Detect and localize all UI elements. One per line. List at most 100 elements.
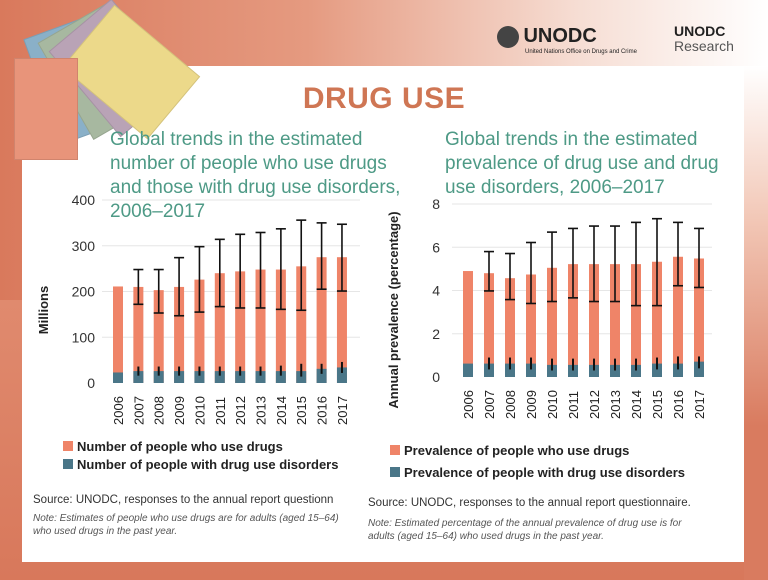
bar-users [547,267,557,377]
x-tick-label: 2009 [524,390,539,419]
y-tick-label: 4 [432,283,440,299]
bar-users [174,286,185,383]
y-tick-label: 400 [72,192,96,208]
bar-disorders [174,371,185,383]
y-tick-label: 6 [432,239,440,255]
y-tick-label: 0 [87,375,95,391]
bar-disorders [526,363,536,377]
legend-label: Number of people who use drugs [77,438,283,454]
bar-users [113,286,123,383]
legend-label: Prevalence of people who use drugs [404,442,630,458]
x-tick-label: 2016 [315,396,330,425]
bar-disorders [133,371,144,383]
x-tick-label: 2012 [587,390,602,419]
bar-disorders [235,371,246,383]
bar-disorders [652,363,662,377]
x-tick-label: 2015 [294,396,309,425]
bar-disorders [316,368,327,383]
legend-label: Number of people with drug use disorders [77,456,339,472]
bar-users [463,271,473,377]
x-tick-label: 2013 [608,390,623,419]
bar-users [694,258,704,377]
bar-users [235,271,246,383]
research-logo-line1: UNODC [674,23,726,39]
x-tick-label: 2012 [233,396,248,425]
un-emblem-icon [497,25,519,48]
legend-item-disorders: Prevalence of people with drug use disor… [390,461,685,483]
y-tick-label: 200 [72,284,96,300]
right-note: Note: Estimated percentage of the annual… [368,518,682,542]
legend-item-disorders: Number of people with drug use disorders [63,455,338,473]
bar-disorders [214,371,225,383]
left-legend: Number of people who use drugs Number of… [63,437,338,473]
x-tick-label: 2010 [192,396,207,425]
bar-disorders [484,363,494,377]
x-tick-label: 2011 [213,397,228,425]
bar-users [316,257,327,383]
legend-swatch [63,441,73,451]
unodc-logo: UNODC United Nations Office on Drugs and… [497,25,637,55]
legend-swatch [390,467,400,477]
y-tick-label: 300 [72,238,96,254]
bar-users [296,266,307,383]
x-tick-label: 2016 [671,390,686,419]
bar-disorders [589,364,599,377]
research-logo-line2: Research [674,38,734,54]
bar-users [505,278,515,377]
bar-disorders [505,363,515,377]
bar-disorders [194,371,205,383]
x-tick-label: 2010 [545,390,560,419]
bar-users [673,256,683,377]
bar-users [631,264,641,377]
y-axis-label: Millions [36,286,51,334]
x-tick-label: 2007 [131,396,146,425]
bar-disorders [694,361,704,377]
bar-disorders [255,371,266,383]
y-tick-label: 0 [432,369,440,385]
x-tick-label: 2007 [482,390,497,419]
org-name: UNODC [523,25,597,47]
legend-swatch [390,445,400,455]
bar-users [153,290,164,383]
bar-disorders [631,364,641,377]
legend-label: Prevalence of people with drug use disor… [404,464,686,480]
page-title: DRUG USE [302,82,466,115]
x-tick-label: 2017 [335,396,350,425]
bar-disorders [547,364,557,377]
bar-disorders [153,371,164,383]
bar-users [255,269,266,383]
slide-frame-right [744,66,768,580]
bar-users [194,279,205,383]
left-note: Note: Estimates of people who use drugs … [33,513,339,537]
bar-users [133,286,144,383]
x-tick-label: 2014 [274,396,289,425]
bar-disorders [673,363,683,377]
bar-disorders [610,364,620,377]
bar-users [214,273,225,383]
bar-disorders [113,372,123,383]
bar-users [589,264,599,377]
x-tick-label: 2011 [566,391,581,419]
bar-disorders [296,371,307,383]
y-tick-label: 100 [72,329,96,345]
bar-users [610,264,620,377]
y-tick-label: 8 [432,196,440,212]
x-tick-label: 2006 [111,396,126,425]
org-subtitle: United Nations Office on Drugs and Crime [525,49,637,55]
bar-users [568,264,578,377]
bar-disorders [568,364,578,377]
left-chart-title: Global trends in the estimated number of… [110,129,401,222]
legend-item-users: Prevalence of people who use drugs [390,439,685,461]
x-tick-label: 2014 [629,390,644,419]
bar-users [526,274,536,377]
bar-disorders [336,367,347,383]
legend-item-users: Number of people who use drugs [63,437,338,455]
bar-disorders [275,371,286,383]
x-tick-label: 2017 [692,390,707,419]
right-legend: Prevalence of people who use drugs Preva… [390,439,685,483]
x-tick-label: 2015 [650,390,665,419]
x-tick-label: 2008 [503,390,518,419]
y-axis-label: Annual prevalence (percentage) [386,211,401,408]
bar-disorders [463,363,473,377]
